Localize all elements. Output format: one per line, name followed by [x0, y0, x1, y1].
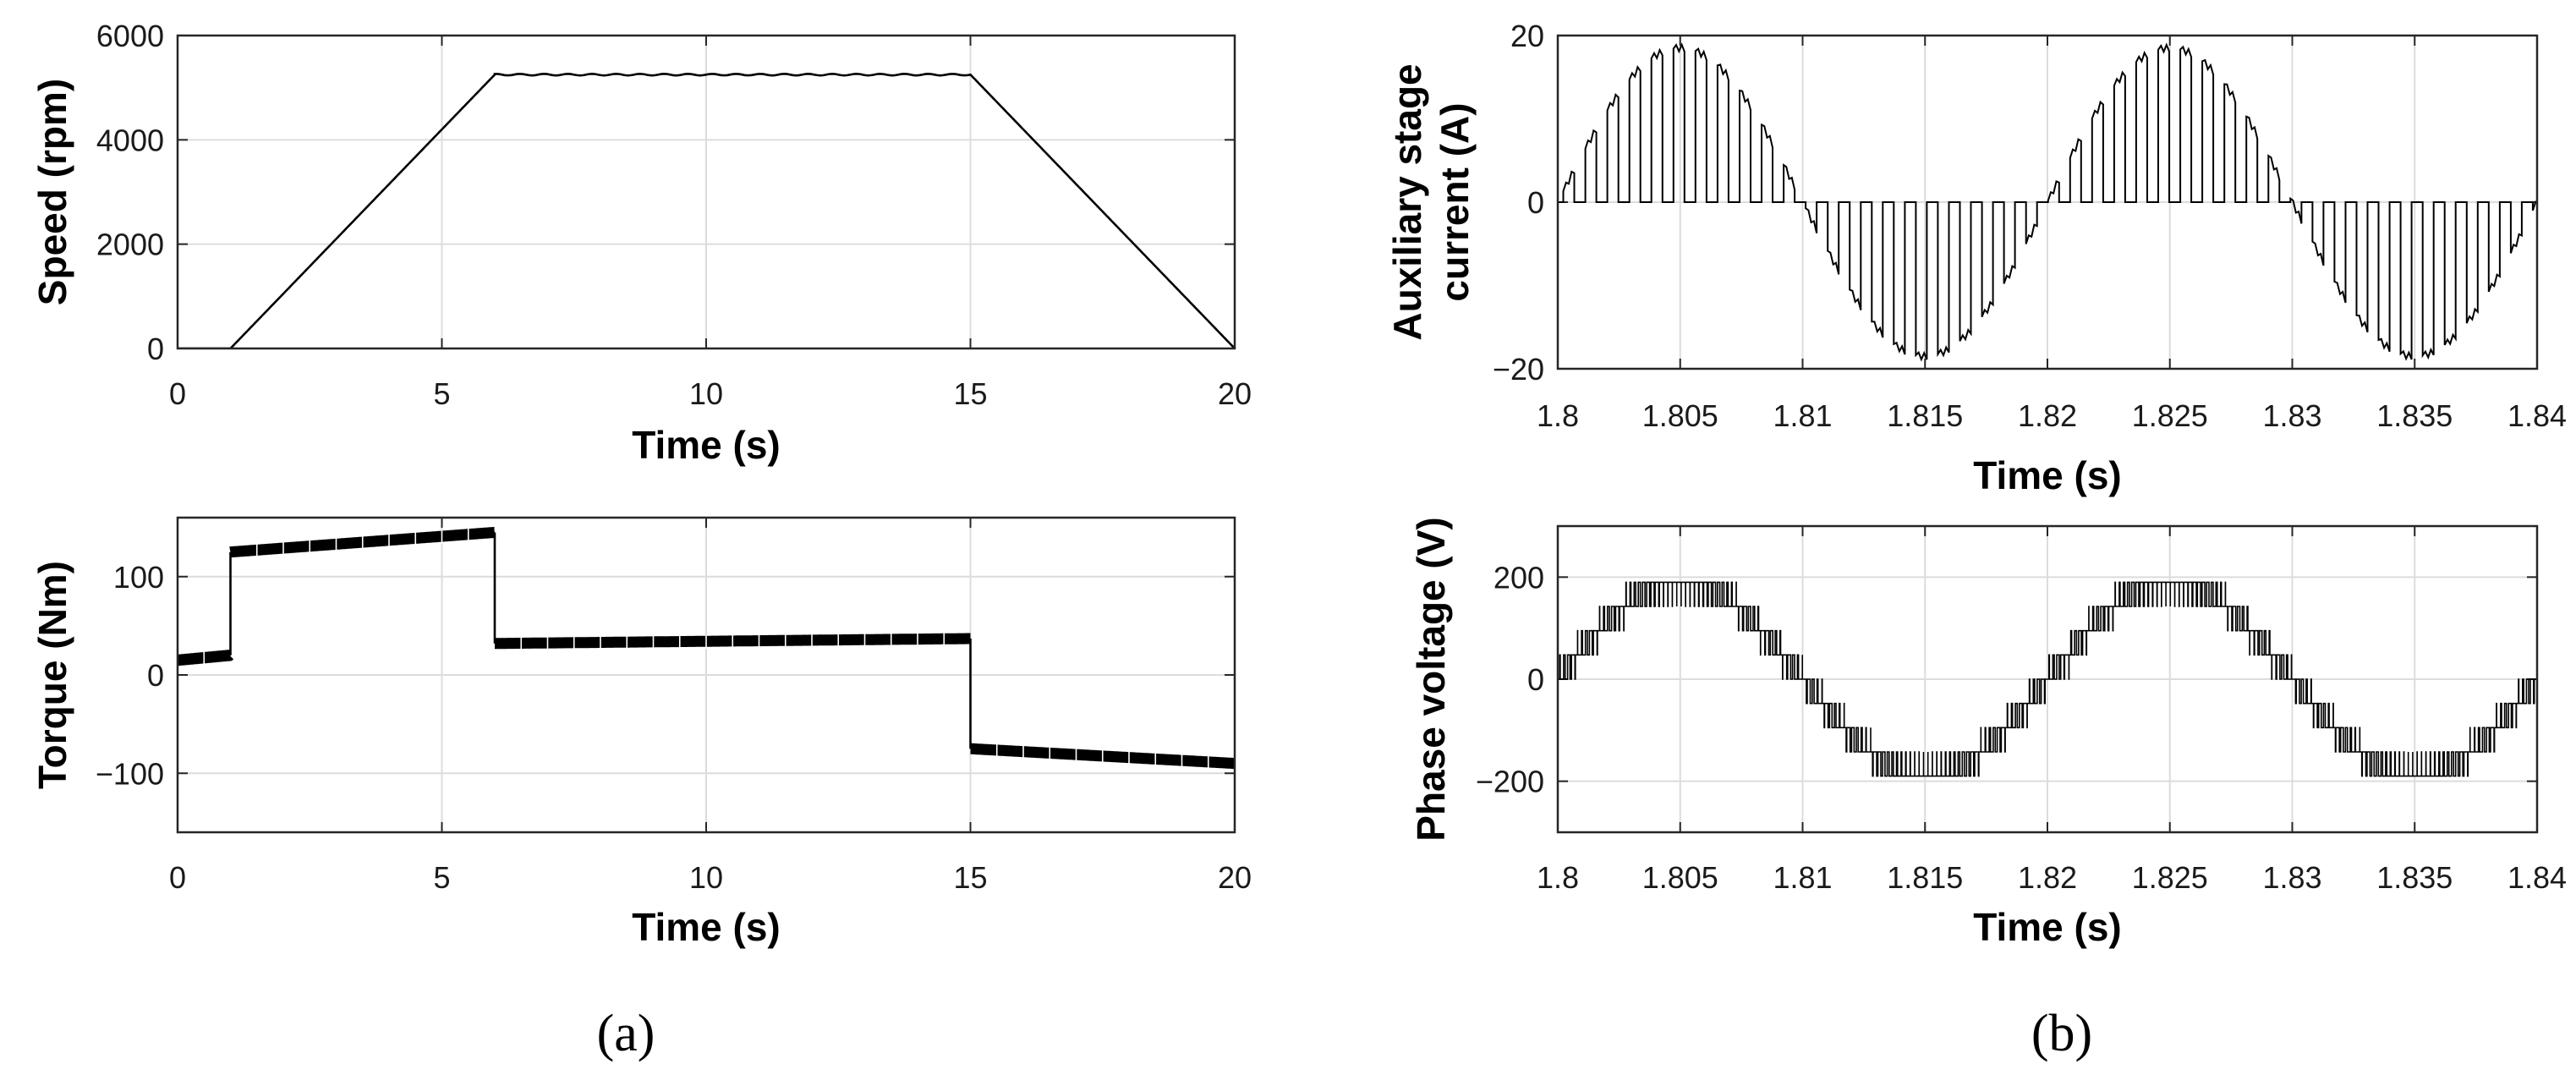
- plot-frame: [1556, 34, 2539, 370]
- series-group: [178, 72, 1235, 348]
- panel-label-b: (b): [2031, 1005, 2092, 1062]
- plot-frame: [176, 34, 1236, 350]
- series-group: [178, 527, 1235, 770]
- x-tick-label: 1.82: [2018, 398, 2077, 433]
- x-tick-label: 15: [953, 860, 987, 895]
- x-axis-label: Time (s): [1973, 453, 2122, 497]
- x-tick-label: 10: [689, 376, 723, 411]
- x-tick-label: 1.835: [2376, 398, 2453, 433]
- y-tick-label: −20: [1493, 352, 1544, 387]
- plot-frame: [176, 516, 1236, 834]
- x-tick-label: 1.815: [1887, 860, 1963, 895]
- y-axis-label: Torque (Nm): [30, 561, 74, 789]
- y-tick-label: −200: [1476, 765, 1544, 799]
- x-tick-label: 1.84: [2507, 860, 2567, 895]
- y-tick-label: 100: [113, 560, 164, 595]
- y-tick-label: 0: [1527, 185, 1544, 220]
- x-tick-label: 15: [953, 376, 987, 411]
- x-tick-label: 5: [433, 860, 450, 895]
- x-axis-label: Time (s): [632, 423, 781, 467]
- y-tick-label: 0: [1527, 662, 1544, 697]
- y-tick-label: 4000: [96, 123, 164, 157]
- y-axis-label: Phase voltage (V): [1409, 517, 1453, 841]
- x-tick-label: 1.82: [2018, 860, 2077, 895]
- x-tick-label: 1.805: [1642, 398, 1718, 433]
- y-axis-label-line: Auxiliary stage: [1385, 63, 1429, 340]
- x-tick-label: 20: [1218, 860, 1252, 895]
- x-tick-label: 1.825: [2132, 860, 2208, 895]
- x-tick-label: 1.81: [1773, 398, 1832, 433]
- x-tick-label: 1.84: [2507, 398, 2567, 433]
- y-tick-label: 0: [147, 332, 164, 366]
- x-tick-label: 1.805: [1642, 860, 1718, 895]
- chart-torque: 0 5 10 15 20 −100 0 100 Time (s) Torque (Nm): [30, 516, 1252, 949]
- x-tick-label: 1.83: [2262, 860, 2321, 895]
- phase-voltage-waveform: [1558, 581, 2537, 777]
- speed-line: [178, 72, 1235, 348]
- y-tick-label: 200: [1494, 560, 1544, 595]
- y-tick-label: 20: [1510, 19, 1544, 53]
- x-tick-label: 20: [1218, 376, 1252, 411]
- panel-label-a: (a): [597, 1005, 655, 1062]
- x-tick-label: 1.83: [2262, 398, 2321, 433]
- y-tick-label: 6000: [96, 19, 164, 53]
- x-tick-label: 5: [433, 376, 450, 411]
- y-tick-label: 0: [147, 658, 164, 693]
- y-axis-label-line: current (A): [1433, 102, 1477, 301]
- chart-aux_current: 1.8 1.805 1.81 1.815 1.82 1.825 1.83 1.835 1.84 −…: [1385, 19, 2567, 497]
- chart-phase_voltage: 1.8 1.805 1.81 1.815 1.82 1.825 1.83 1.835 1.84 −…: [1409, 517, 2567, 949]
- y-axis-label: Speed (rpm): [30, 79, 74, 305]
- x-tick-label: 0: [169, 376, 186, 411]
- x-tick-label: 10: [689, 860, 723, 895]
- series-group: [1558, 581, 2537, 777]
- plot-frame: [1556, 524, 2539, 834]
- x-tick-label: 1.81: [1773, 860, 1832, 895]
- x-tick-label: 0: [169, 860, 186, 895]
- y-tick-label: −100: [96, 756, 164, 791]
- x-axis-label: Time (s): [632, 905, 781, 949]
- chart-speed: 0 5 10 15 20 0 2000 4000 6000 Time (s) Speed (rpm): [30, 19, 1252, 467]
- series-group: [1558, 42, 2537, 362]
- x-tick-label: 1.8: [1537, 860, 1579, 895]
- y-tick-label: 2000: [96, 228, 164, 262]
- x-axis-label: Time (s): [1973, 905, 2122, 949]
- aux-current-waveform: [1558, 42, 2537, 362]
- x-tick-label: 1.815: [1887, 398, 1963, 433]
- x-tick-label: 1.825: [2132, 398, 2208, 433]
- x-tick-label: 1.835: [2376, 860, 2453, 895]
- x-tick-label: 1.8: [1537, 398, 1579, 433]
